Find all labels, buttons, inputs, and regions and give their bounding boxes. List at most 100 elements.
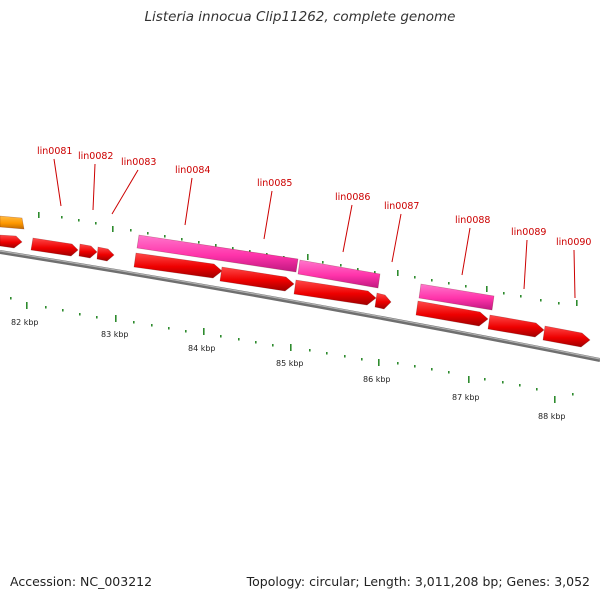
outer-tick-mark: [357, 268, 359, 271]
inner-tick-mark: [431, 368, 433, 371]
inner-tick-mark: [62, 309, 64, 312]
gene-forward[interactable]: [133, 252, 223, 279]
inner-tick-mark: [238, 338, 240, 341]
gene-label-connector: [111, 169, 139, 215]
kbp-label: 87 kbp: [452, 393, 480, 402]
inner-tick-mark: [397, 362, 399, 365]
gene-reverse[interactable]: [297, 259, 381, 289]
gene-label[interactable]: lin0083: [121, 157, 156, 168]
gene-forward[interactable]: [374, 292, 392, 310]
genome-backbone-highlight: [0, 250, 600, 360]
genome-stats-text: Topology: circular; Length: 3,011,208 bp…: [246, 574, 590, 589]
gene-forward[interactable]: [293, 279, 377, 306]
inner-tick-mark: [502, 381, 504, 384]
outer-tick-mark: [465, 285, 467, 288]
inner-tick-mark: [361, 358, 363, 361]
gene-label[interactable]: lin0088: [455, 215, 490, 226]
genome-backbone: [0, 250, 600, 362]
gene-label-connector: [53, 158, 62, 207]
gene-forward[interactable]: [487, 314, 545, 338]
gene-orange[interactable]: [0, 215, 25, 230]
gene-forward[interactable]: [0, 234, 23, 249]
gene-label-connector: [263, 190, 273, 240]
outer-tick-mark: [322, 261, 324, 264]
inner-tick-mark: [255, 341, 257, 344]
inner-tick-mark: [185, 330, 187, 333]
outer-tick-mark: [38, 212, 40, 218]
outer-tick-mark: [130, 229, 132, 232]
outer-tick-mark: [448, 282, 450, 285]
outer-tick-mark: [307, 254, 309, 260]
inner-tick-mark: [96, 316, 98, 319]
inner-tick-mark: [79, 313, 81, 316]
outer-tick-mark: [520, 295, 522, 298]
outer-tick-mark: [397, 270, 399, 276]
gene-label-connectors: [53, 158, 576, 299]
gene-label[interactable]: lin0090: [556, 237, 591, 248]
gene-track: [0, 215, 591, 348]
outer-tick-mark: [95, 222, 97, 225]
gene-label-connector: [92, 163, 96, 211]
outer-tick-mark: [414, 276, 416, 279]
inner-tick-mark: [448, 371, 450, 374]
gene-forward[interactable]: [96, 246, 115, 262]
gene-forward[interactable]: [30, 237, 79, 257]
gene-label-connector: [342, 204, 353, 253]
outer-tick-mark: [576, 300, 578, 306]
outer-tick-mark: [486, 286, 488, 292]
outer-tick-mark: [78, 219, 80, 222]
inner-tick-mark: [414, 365, 416, 368]
gene-label[interactable]: lin0086: [335, 192, 370, 203]
outer-tick-mark: [249, 250, 251, 253]
kbp-label: 85 kbp: [276, 359, 304, 368]
gene-label[interactable]: lin0081: [37, 146, 72, 157]
outer-tick-mark: [215, 244, 217, 247]
kbp-label: 84 kbp: [188, 344, 216, 353]
gene-label[interactable]: lin0085: [257, 178, 292, 189]
outer-tick-mark: [431, 279, 433, 282]
kbp-label: 86 kbp: [363, 375, 391, 384]
accession-text: Accession: NC_003212: [10, 574, 153, 589]
gene-forward[interactable]: [78, 243, 98, 259]
outer-tick-mark: [340, 264, 342, 267]
gene-labels: lin0081 lin0082 lin0083 lin0084 lin0085 lin00…: [37, 146, 591, 248]
inner-tick-mark: [519, 384, 521, 387]
gene-label-connector: [391, 213, 402, 263]
gene-reverse[interactable]: [136, 234, 299, 273]
gene-label[interactable]: lin0082: [78, 151, 113, 162]
inner-tick-mark: [468, 376, 470, 383]
inner-tick-mark: [10, 297, 12, 300]
outer-tick-mark: [61, 216, 63, 219]
inner-tick-mark: [272, 344, 274, 347]
map-title: Listeria innocua Clip11262, complete gen…: [144, 9, 456, 25]
inner-tick-mark: [133, 321, 135, 324]
gene-forward[interactable]: [415, 300, 489, 327]
outer-tick-mark: [266, 253, 268, 256]
gene-reverse[interactable]: [418, 283, 495, 311]
inner-tick-mark: [326, 352, 328, 355]
inner-tick-mark: [554, 396, 556, 403]
inner-tick-ring: [10, 297, 574, 403]
inner-tick-mark: [309, 349, 311, 352]
gene-forward[interactable]: [219, 266, 295, 292]
outer-tick-mark: [558, 302, 560, 305]
inner-tick-mark: [26, 302, 28, 309]
inner-tick-mark: [220, 335, 222, 338]
inner-tick-mark: [115, 315, 117, 322]
gene-label[interactable]: lin0084: [175, 165, 210, 176]
gene-label-connector: [461, 227, 471, 276]
outer-tick-mark: [198, 241, 200, 244]
inner-tick-mark: [536, 388, 538, 391]
gene-label-connector: [573, 249, 576, 299]
inner-tick-mark: [290, 344, 292, 351]
gene-label[interactable]: lin0087: [384, 201, 419, 212]
gene-forward[interactable]: [542, 325, 591, 348]
kbp-label: 88 kbp: [538, 412, 566, 421]
kbp-label: 83 kbp: [101, 330, 129, 339]
gene-label[interactable]: lin0089: [511, 227, 546, 238]
outer-tick-mark: [147, 232, 149, 235]
outer-tick-mark: [112, 226, 114, 232]
gene-label-connector: [184, 177, 193, 226]
kbp-labels: 82 kbp 83 kbp 84 kbp 85 kbp 86 kbp 87 kbp 88 k…: [11, 318, 566, 421]
